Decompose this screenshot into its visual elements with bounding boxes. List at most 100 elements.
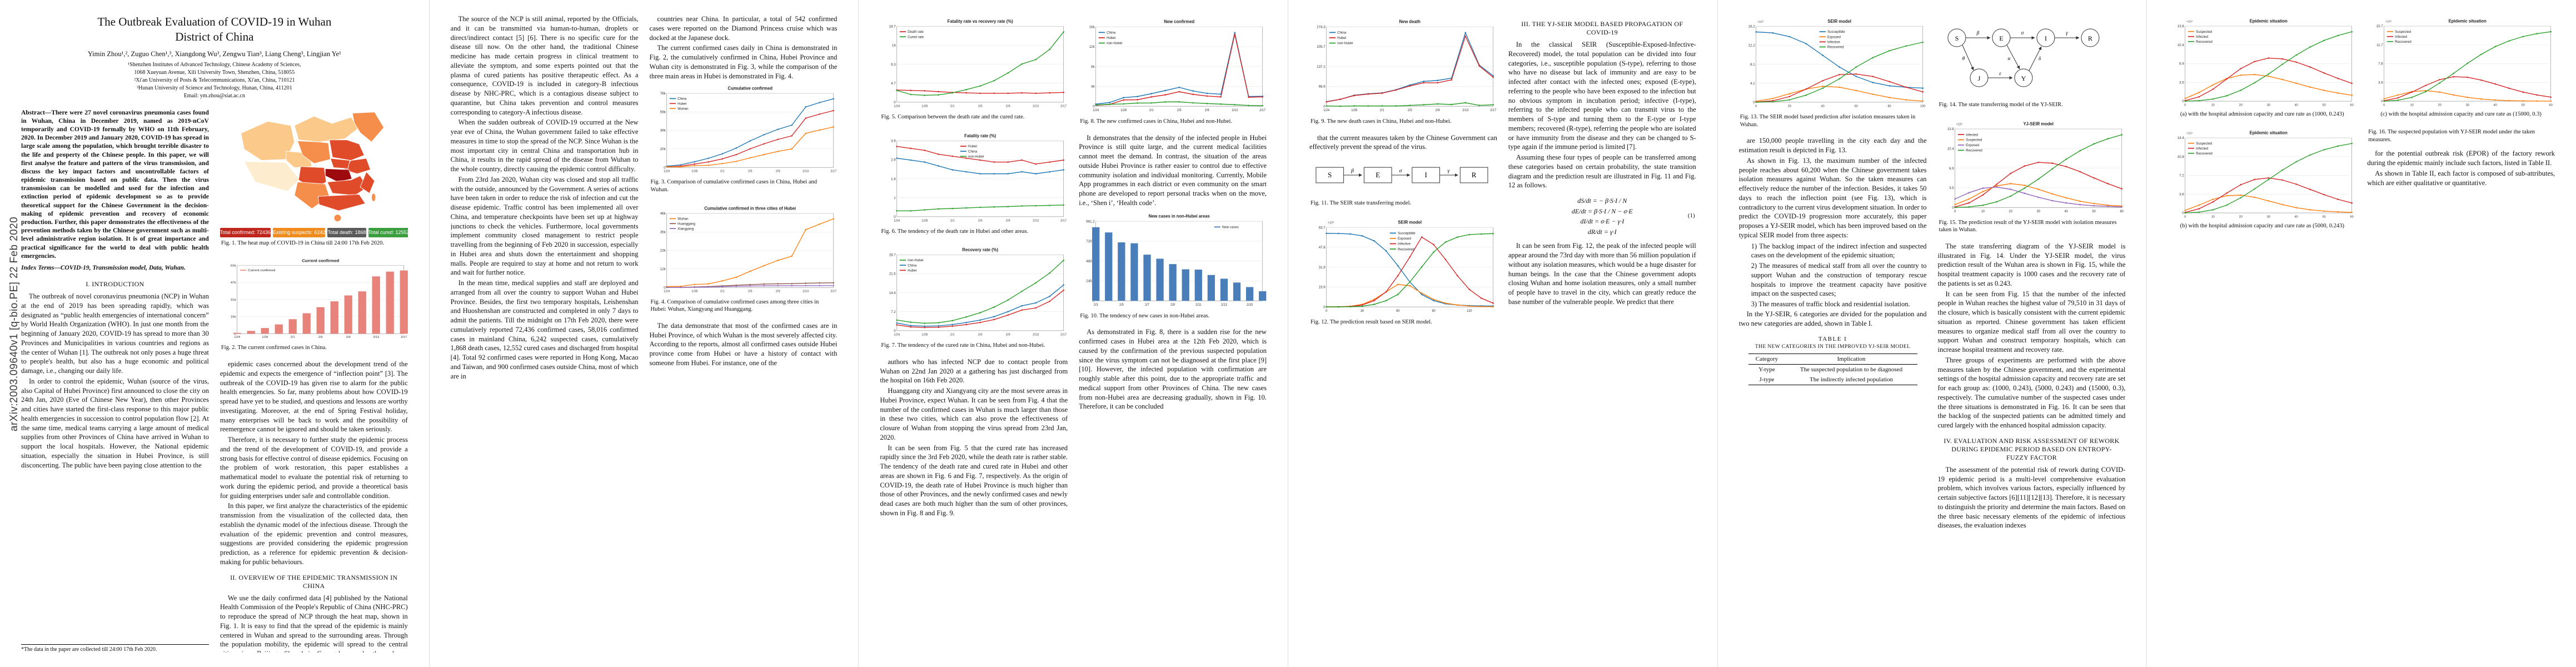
paragraph: for the potential outbreak risk (EPOR) o…: [2367, 150, 2555, 167]
svg-text:1/24: 1/24: [1093, 109, 1099, 112]
figure-6: 0 1 1.9 2.9 3.9 1/24 1/28 2/1 2/5 2/9 2/13 2/17 Fata…: [880, 130, 1068, 241]
node-label: I: [2044, 34, 2046, 42]
paragraph: authors who has infected NCP due to cont…: [880, 357, 1068, 385]
svg-text:1/28: 1/28: [922, 219, 928, 222]
svg-text:China: China: [908, 263, 918, 267]
figure-5: 0 4.7 9.3 14 18.7 1/24 1/28 2/1 2/5 2/9 2/13 2/17 Fa…: [880, 16, 1068, 127]
svg-text:3.6: 3.6: [2179, 192, 2184, 196]
page2-left-column: The source of the NCP is still animal, r…: [451, 14, 639, 653]
page-6: 0 3.5 6.9 10.4 13.8 0 10 20 30 40 50 60 Epidemic sit…: [2147, 0, 2576, 667]
svg-text:2/1: 2/1: [720, 290, 724, 293]
svg-text:3.5: 3.5: [2179, 81, 2184, 84]
figure-7-chart: 0 7.2 14.4 21.5 28.7 1/24 1/28 2/1 2/5 2/9 2/13 2/1…: [880, 244, 1068, 340]
affiliations: ¹Shenzhen Institutes of Advanced Technol…: [21, 61, 408, 100]
svg-text:0: 0: [1954, 210, 1956, 213]
svg-text:Exposed: Exposed: [1966, 143, 1979, 147]
seir-diagram: S E I R β σ γ: [1316, 167, 1488, 183]
svg-text:2/13: 2/13: [1221, 303, 1228, 307]
svg-text:non-Hubei: non-Hubei: [908, 258, 924, 262]
svg-text:Hubei: Hubei: [1337, 36, 1346, 40]
node-label: S: [1328, 171, 1332, 179]
edge-arrow: [1961, 44, 1974, 71]
svg-text:0: 0: [234, 333, 236, 336]
svg-text:2/5: 2/5: [978, 219, 983, 222]
svg-text:2/17: 2/17: [1061, 334, 1067, 337]
map-region-northeast: [352, 111, 385, 142]
svg-text:2/11: 2/11: [1195, 303, 1202, 307]
svg-text:Huanggang: Huanggang: [677, 222, 695, 226]
figure-8-chart: 0 4k 8k 12k 16k 1/24 1/28 2/1 2/5 2/9 2/13 2/17 New …: [1079, 16, 1267, 116]
table-cell: The indirectly infected population: [1809, 376, 1893, 384]
svg-text:30: 30: [2466, 103, 2469, 107]
svg-text:Fatality rate (%): Fatality rate (%): [964, 133, 996, 138]
svg-text:2/7: 2/7: [1145, 303, 1149, 307]
figure-10-caption: Fig. 10. The tendency of new cases in no…: [1080, 312, 1210, 319]
page-1: arXiv:2003.09640v1 [q-bio.PE] 22 Feb 202…: [0, 0, 430, 667]
paragraph: The assessment of the potential risk of …: [1937, 465, 2126, 530]
page5-left-column: 0 4.1 8.1 12.2 16.2 0 20 40 60 80 100 SEIR model ×10…: [1739, 14, 1927, 653]
equation-line: dS/dt = − β·S·I / N: [1577, 197, 1627, 205]
svg-text:10: 10: [1981, 210, 1985, 213]
paragraph: The source of the NCP is still animal, r…: [450, 15, 639, 116]
figure-12: 0 15.9 31.9 47.8 63.7 0 30 60 90 120 SEIR model ×10…: [1309, 216, 1497, 332]
svg-text:Infective: Infective: [1398, 242, 1411, 246]
page1-right-column: Total confirmed: 72436 Existing suspects…: [220, 109, 408, 653]
svg-text:10.4: 10.4: [1947, 147, 1954, 151]
svg-text:15.9: 15.9: [1319, 285, 1326, 289]
section-1-heading: I. INTRODUCTION: [86, 280, 145, 288]
page-4: 0 68.6 137.2 205.7 274.3 1/24 1/28 2/1 2/5 2/9 2/1…: [1288, 0, 1718, 667]
figure-3-chart: 0 20k 39k 59k 78k 1/24 1/28 2/1 2/5 2/9 2/13 2/17 Cu…: [650, 83, 838, 176]
paragraph: From 23rd Jan 2020, Wuhan city was close…: [450, 175, 639, 277]
figure-15-caption: Fig. 15. The prediction result of the YJ…: [1939, 219, 2117, 233]
svg-text:×10⁴: ×10⁴: [1956, 122, 1962, 126]
svg-text:2/1: 2/1: [950, 334, 955, 337]
edge-label: γ: [2066, 30, 2068, 36]
figure-4: 0 12k 23k 35k 46k 1/24 1/28 2/1 2/5 2/9 2/13 2/17 Cu…: [650, 203, 838, 319]
svg-text:2/3: 2/3: [1094, 303, 1098, 307]
paragraph: that the current measures taken by the C…: [1309, 133, 1497, 151]
svg-text:2/9: 2/9: [346, 336, 351, 340]
table-header-cell: Category: [1755, 356, 1778, 363]
svg-text:1: 1: [894, 196, 896, 200]
node-label: E: [1999, 34, 2003, 42]
figure-3: 0 20k 39k 59k 78k 1/24 1/28 2/1 2/5 2/9 2/13 2/17 Cu…: [650, 83, 838, 199]
paragraph: epidemic cases concerned about the devel…: [220, 360, 408, 434]
svg-text:0: 0: [1323, 305, 1326, 309]
svg-text:720.9: 720.9: [1087, 240, 1095, 243]
svg-text:1/28: 1/28: [922, 334, 928, 337]
svg-text:8k: 8k: [1091, 65, 1095, 69]
svg-text:2/13: 2/13: [1033, 219, 1039, 222]
paragraph: Three groups of experiments are performe…: [1937, 356, 2126, 430]
svg-text:Recovery rate (%): Recovery rate (%): [963, 247, 999, 252]
paragraph: In order to control the epidemic, Wuhan …: [21, 377, 209, 469]
svg-text:60: 60: [2350, 215, 2354, 218]
svg-text:11.7: 11.7: [2376, 43, 2383, 47]
svg-text:16.2: 16.2: [1748, 24, 1755, 28]
figure-7: 0 7.2 14.4 21.5 28.7 1/24 1/28 2/1 2/5 2/9 2/13 2/1…: [880, 244, 1068, 355]
svg-text:12k: 12k: [660, 267, 666, 271]
figure-7-caption: Fig. 7. The tendency of the cured rate i…: [881, 342, 1045, 349]
svg-text:non-Hubei: non-Hubei: [1337, 42, 1353, 46]
svg-text:20: 20: [2239, 103, 2243, 107]
svg-text:60: 60: [2350, 103, 2354, 107]
svg-text:Recovered: Recovered: [2395, 40, 2411, 44]
figure-16b: 0 3.6 7.2 10.8 14.4 0 10 20 30 40 50 60 Epidemic sit…: [2168, 127, 2356, 236]
svg-text:2/1: 2/1: [950, 104, 955, 108]
figure-1: Total confirmed: 72436 Existing suspects…: [220, 110, 408, 253]
paragraph: As shown in Table II, each factor is com…: [2367, 169, 2555, 187]
svg-text:63.7: 63.7: [1319, 226, 1326, 230]
svg-text:1/28: 1/28: [691, 290, 697, 293]
svg-text:1/24: 1/24: [894, 104, 901, 108]
svg-text:1/28: 1/28: [1120, 109, 1127, 112]
svg-text:New confirmed: New confirmed: [1164, 19, 1194, 24]
svg-text:Hubei: Hubei: [677, 102, 686, 106]
page-2: The source of the NCP is still animal, r…: [429, 0, 859, 667]
svg-text:0: 0: [2185, 215, 2186, 218]
svg-text:2/5: 2/5: [978, 104, 983, 108]
svg-text:7.2: 7.2: [891, 310, 896, 314]
svg-text:30: 30: [2036, 210, 2040, 213]
svg-text:0: 0: [2383, 103, 2385, 107]
affiliation-3: ²Xi'an University of Posts & Telecommuni…: [134, 77, 295, 83]
svg-text:16k: 16k: [1089, 25, 1095, 29]
